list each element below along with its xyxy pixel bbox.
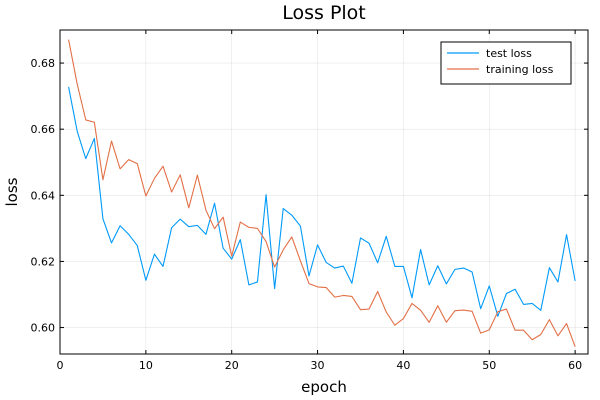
chart-title: Loss Plot	[282, 2, 366, 24]
series-lines	[68, 39, 576, 347]
legend-label: training loss	[486, 63, 554, 76]
x-tick-label: 10	[139, 359, 153, 372]
x-axis-ticks: 0 10 20 30 40 50 60	[57, 30, 582, 372]
y-tick-label: 0.62	[31, 255, 56, 268]
x-axis-title: epoch	[301, 378, 347, 396]
series-line-test-loss	[68, 86, 576, 317]
series-line-training-loss	[68, 39, 576, 347]
y-axis-ticks: 0.60 0.62 0.64 0.66 0.68	[31, 57, 588, 335]
y-tick-label: 0.68	[31, 57, 56, 70]
plot-frame	[59, 29, 589, 355]
x-tick-label: 40	[396, 359, 410, 372]
legend-box	[440, 41, 572, 85]
x-tick-label: 0	[57, 359, 64, 372]
legend-label: test loss	[486, 47, 532, 60]
y-tick-label: 0.64	[31, 189, 56, 202]
legend: test loss training loss	[440, 41, 572, 85]
y-tick-label: 0.60	[31, 322, 56, 335]
y-tick-label: 0.66	[31, 123, 56, 136]
x-tick-label: 50	[482, 359, 496, 372]
x-tick-label: 20	[225, 359, 239, 372]
x-tick-label: 30	[311, 359, 325, 372]
x-tick-label: 60	[568, 359, 582, 372]
y-axis-title: loss	[3, 177, 21, 206]
